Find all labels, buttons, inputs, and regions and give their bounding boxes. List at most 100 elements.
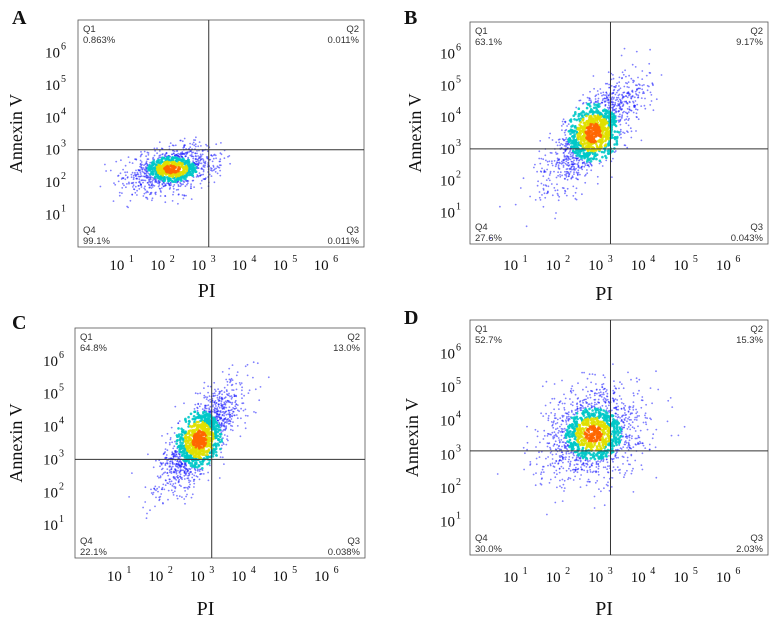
event-dot [219,169,222,172]
event-dot [132,184,135,187]
event-dot [145,517,148,520]
event-dot [489,237,492,240]
event-dot [576,163,579,166]
x-tick-label: 10 2 [150,254,175,274]
event-dot [558,138,561,141]
event-dot [554,413,556,415]
event-dot [219,174,222,177]
event-dot [223,403,226,406]
event-dot [603,504,606,507]
event-dot [549,172,552,175]
event-dot [613,151,616,154]
event-dot [175,472,178,475]
event-dot [124,174,127,177]
event-dot [595,119,599,122]
event-dot [628,406,630,409]
event-dot [566,412,568,415]
event-dot [229,395,231,398]
event-dot [657,388,660,391]
event-dot [138,180,141,183]
event-dot [197,468,199,471]
event-dot [605,91,608,94]
event-dot [652,433,655,436]
event-dot [225,378,228,381]
y-tick-exp: 1 [456,201,461,212]
event-dot [636,415,639,417]
event-dot [170,467,173,469]
event-dot [581,399,584,402]
event-dot [586,96,589,99]
event-dot [613,96,615,99]
event-dot [556,422,559,424]
event-dot [212,410,214,413]
event-dot [573,133,576,136]
event-dot [638,389,640,392]
event-dot [151,180,153,183]
event-dot [598,392,600,394]
event-dot [213,408,215,411]
event-dot [127,156,130,159]
event-dot [632,401,635,403]
event-dot [565,445,568,448]
event-dot [626,130,628,133]
event-dot [177,427,180,430]
event-dot [593,470,595,473]
event-dot [616,104,618,107]
event-dot [560,439,563,441]
event-dot [563,131,566,134]
x-axis-title: PI [197,598,215,620]
quadrant-percent: 13.0% [333,343,360,354]
event-dot [164,183,167,186]
event-dot [220,438,223,441]
event-dot [623,144,626,147]
event-dot [636,103,639,106]
event-dot [177,184,180,186]
event-dot [635,50,638,53]
event-dot [568,172,571,175]
event-dot [135,169,137,172]
event-dot [631,470,633,472]
event-dot [247,392,250,394]
event-dot [567,476,570,479]
event-dot [220,399,223,401]
event-dot [608,404,610,407]
event-dot [542,438,545,440]
event-dot [652,109,655,112]
event-dot [638,83,640,85]
event-dot [627,111,630,113]
event-dot [139,169,142,171]
event-dot [566,187,569,190]
event-dot [553,431,556,433]
event-dot [620,54,623,57]
event-dot [556,183,558,186]
quadrant-name: Q2 [750,26,763,37]
event-dot [585,466,588,468]
event-dot [177,202,179,205]
event-dot [564,412,567,414]
event-dot [611,470,614,472]
event-dot [200,145,202,147]
event-dot [613,380,615,382]
event-dot [234,401,237,404]
event-dot [183,478,186,480]
event-dot [128,182,130,185]
event-dot [499,205,501,208]
event-dot [610,115,614,119]
event-dot [152,176,154,179]
event-dot [617,121,620,123]
event-dot [220,404,223,407]
event-dot [170,470,173,473]
event-dot [557,166,560,168]
event-dot [230,418,233,420]
event-dot [244,422,247,424]
panel-label: A [12,7,27,29]
event-dot [630,453,633,456]
event-dot [536,184,539,187]
event-dot [549,446,551,449]
event-dot [147,453,149,456]
y-tick-exp: 2 [456,170,461,181]
event-dot [543,435,546,437]
event-dot [535,457,538,460]
event-dot [575,456,578,459]
event-dot [611,477,614,479]
